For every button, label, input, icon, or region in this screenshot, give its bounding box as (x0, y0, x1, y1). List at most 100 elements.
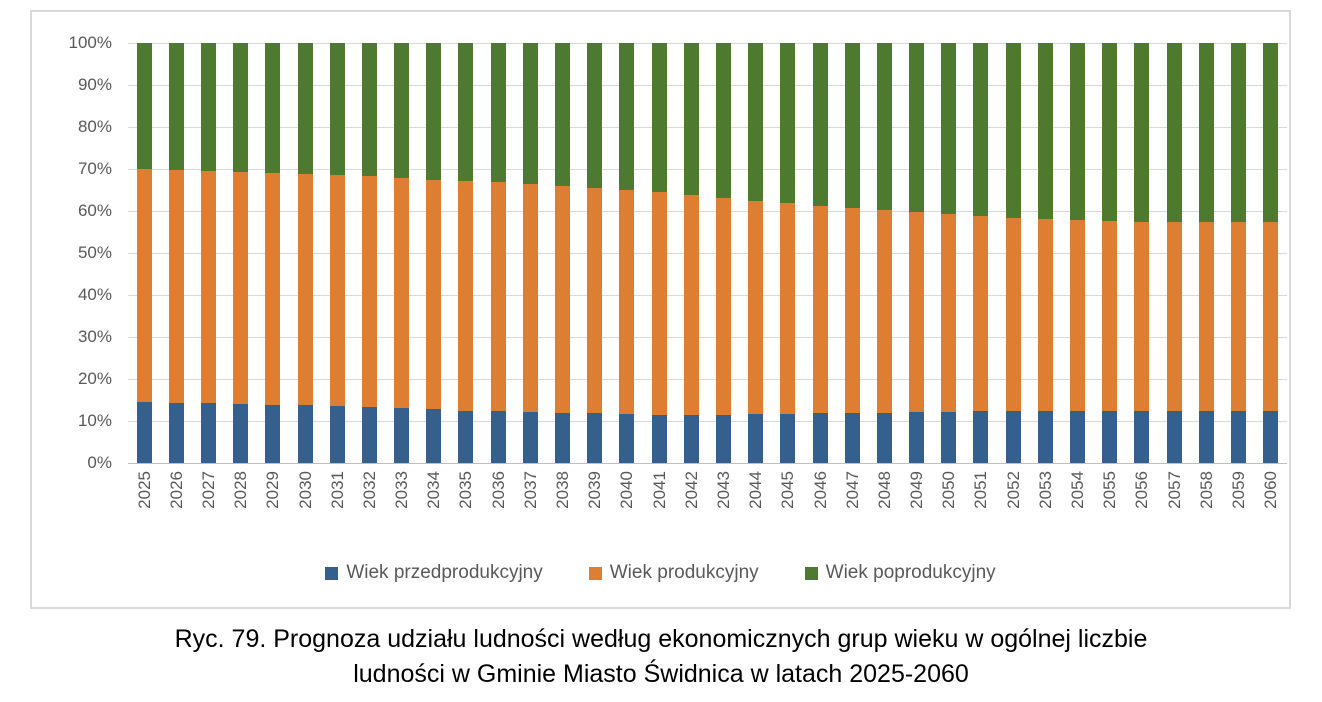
x-axis-label: 2039 (585, 471, 605, 509)
bar-column (740, 43, 772, 463)
x-axis-label: 2035 (456, 471, 476, 509)
bar-segment (812, 205, 828, 414)
bar-column (257, 43, 289, 463)
bar-column (353, 43, 385, 463)
x-label-column: 2042 (675, 471, 707, 549)
bar-segment (490, 182, 506, 412)
bar-segment (876, 43, 892, 211)
stacked-bar (619, 43, 635, 463)
y-axis-label: 50% (77, 243, 112, 262)
bar-segment (329, 174, 345, 407)
x-axis-label: 2026 (166, 471, 186, 509)
bar-segment (265, 404, 281, 463)
bar-segment (426, 179, 442, 410)
x-axis-label: 2029 (263, 471, 283, 509)
bar-column (1061, 43, 1093, 463)
x-label-column: 2050 (933, 471, 965, 549)
bar-segment (619, 43, 635, 191)
x-axis-label: 2046 (810, 471, 830, 509)
bar-segment (651, 414, 667, 463)
y-axis-label: 90% (77, 75, 112, 94)
bar-column (514, 43, 546, 463)
x-label-column: 2055 (1094, 471, 1126, 549)
bar-segment (941, 411, 957, 463)
bar-segment (522, 412, 538, 463)
x-label-column: 2053 (1029, 471, 1061, 549)
x-axis-label: 2027 (198, 471, 218, 509)
bar-segment (136, 43, 152, 170)
stacked-bar (522, 43, 538, 463)
stacked-bar (812, 43, 828, 463)
x-axis-label: 2057 (1164, 471, 1184, 509)
stacked-bar (1070, 43, 1086, 463)
bar-segment (426, 409, 442, 463)
x-label-column: 2036 (482, 471, 514, 549)
bar-segment (233, 171, 249, 404)
bar-segment (136, 402, 152, 463)
bars (128, 43, 1287, 463)
x-axis-label: 2059 (1228, 471, 1248, 509)
bar-segment (715, 43, 731, 198)
x-axis-label: 2043 (713, 471, 733, 509)
bar-segment (1198, 410, 1214, 463)
x-label-column: 2044 (740, 471, 772, 549)
bar-segment (780, 202, 796, 414)
stacked-bar (683, 43, 699, 463)
bar-segment (297, 174, 313, 406)
bar-segment (651, 43, 667, 193)
bar-segment (812, 43, 828, 206)
x-label-column: 2033 (386, 471, 418, 549)
bar-segment (1134, 43, 1150, 222)
x-axis-label: 2049 (907, 471, 927, 509)
stacked-bar (458, 43, 474, 463)
bar-column (933, 43, 965, 463)
bar-segment (1198, 43, 1214, 222)
stacked-bar (361, 43, 377, 463)
bar-segment (973, 411, 989, 463)
bar-segment (748, 200, 764, 415)
bar-segment (361, 43, 377, 177)
bar-segment (812, 413, 828, 463)
bar-segment (233, 403, 249, 463)
bar-segment (265, 43, 281, 173)
stacked-bar (265, 43, 281, 463)
stacked-bar (780, 43, 796, 463)
x-axis-label: 2032 (359, 471, 379, 509)
x-axis-label: 2034 (424, 471, 444, 509)
x-label-column: 2052 (997, 471, 1029, 549)
bar-segment (458, 43, 474, 182)
bar-segment (1198, 221, 1214, 411)
stacked-bar (973, 43, 989, 463)
stacked-bar (1166, 43, 1182, 463)
bar-segment (1230, 43, 1246, 223)
bar-column (160, 43, 192, 463)
x-label-column: 2060 (1255, 471, 1287, 549)
stacked-bar (200, 43, 216, 463)
bar-column (192, 43, 224, 463)
x-label-column: 2058 (1190, 471, 1222, 549)
bar-segment (168, 43, 184, 170)
bar-column (386, 43, 418, 463)
x-label-column: 2056 (1126, 471, 1158, 549)
bar-segment (844, 43, 860, 209)
bar-segment (297, 405, 313, 463)
bar-segment (394, 178, 410, 409)
bar-segment (876, 412, 892, 463)
gridline (128, 421, 1287, 422)
stacked-bar (1198, 43, 1214, 463)
bar-segment (909, 43, 925, 213)
y-axis-label: 30% (77, 327, 112, 346)
x-label-column: 2057 (1158, 471, 1190, 549)
bar-column (772, 43, 804, 463)
bar-column (611, 43, 643, 463)
x-axis-label: 2053 (1035, 471, 1055, 509)
legend-item: Wiek poprodukcyjny (804, 562, 996, 584)
x-label-column: 2048 (868, 471, 900, 549)
stacked-bar (1230, 43, 1246, 463)
plot-area (128, 43, 1287, 464)
bar-segment (844, 208, 860, 414)
bar-segment (1134, 410, 1150, 463)
stacked-bar (168, 43, 184, 463)
bar-column (997, 43, 1029, 463)
x-axis-label: 2033 (392, 471, 412, 509)
